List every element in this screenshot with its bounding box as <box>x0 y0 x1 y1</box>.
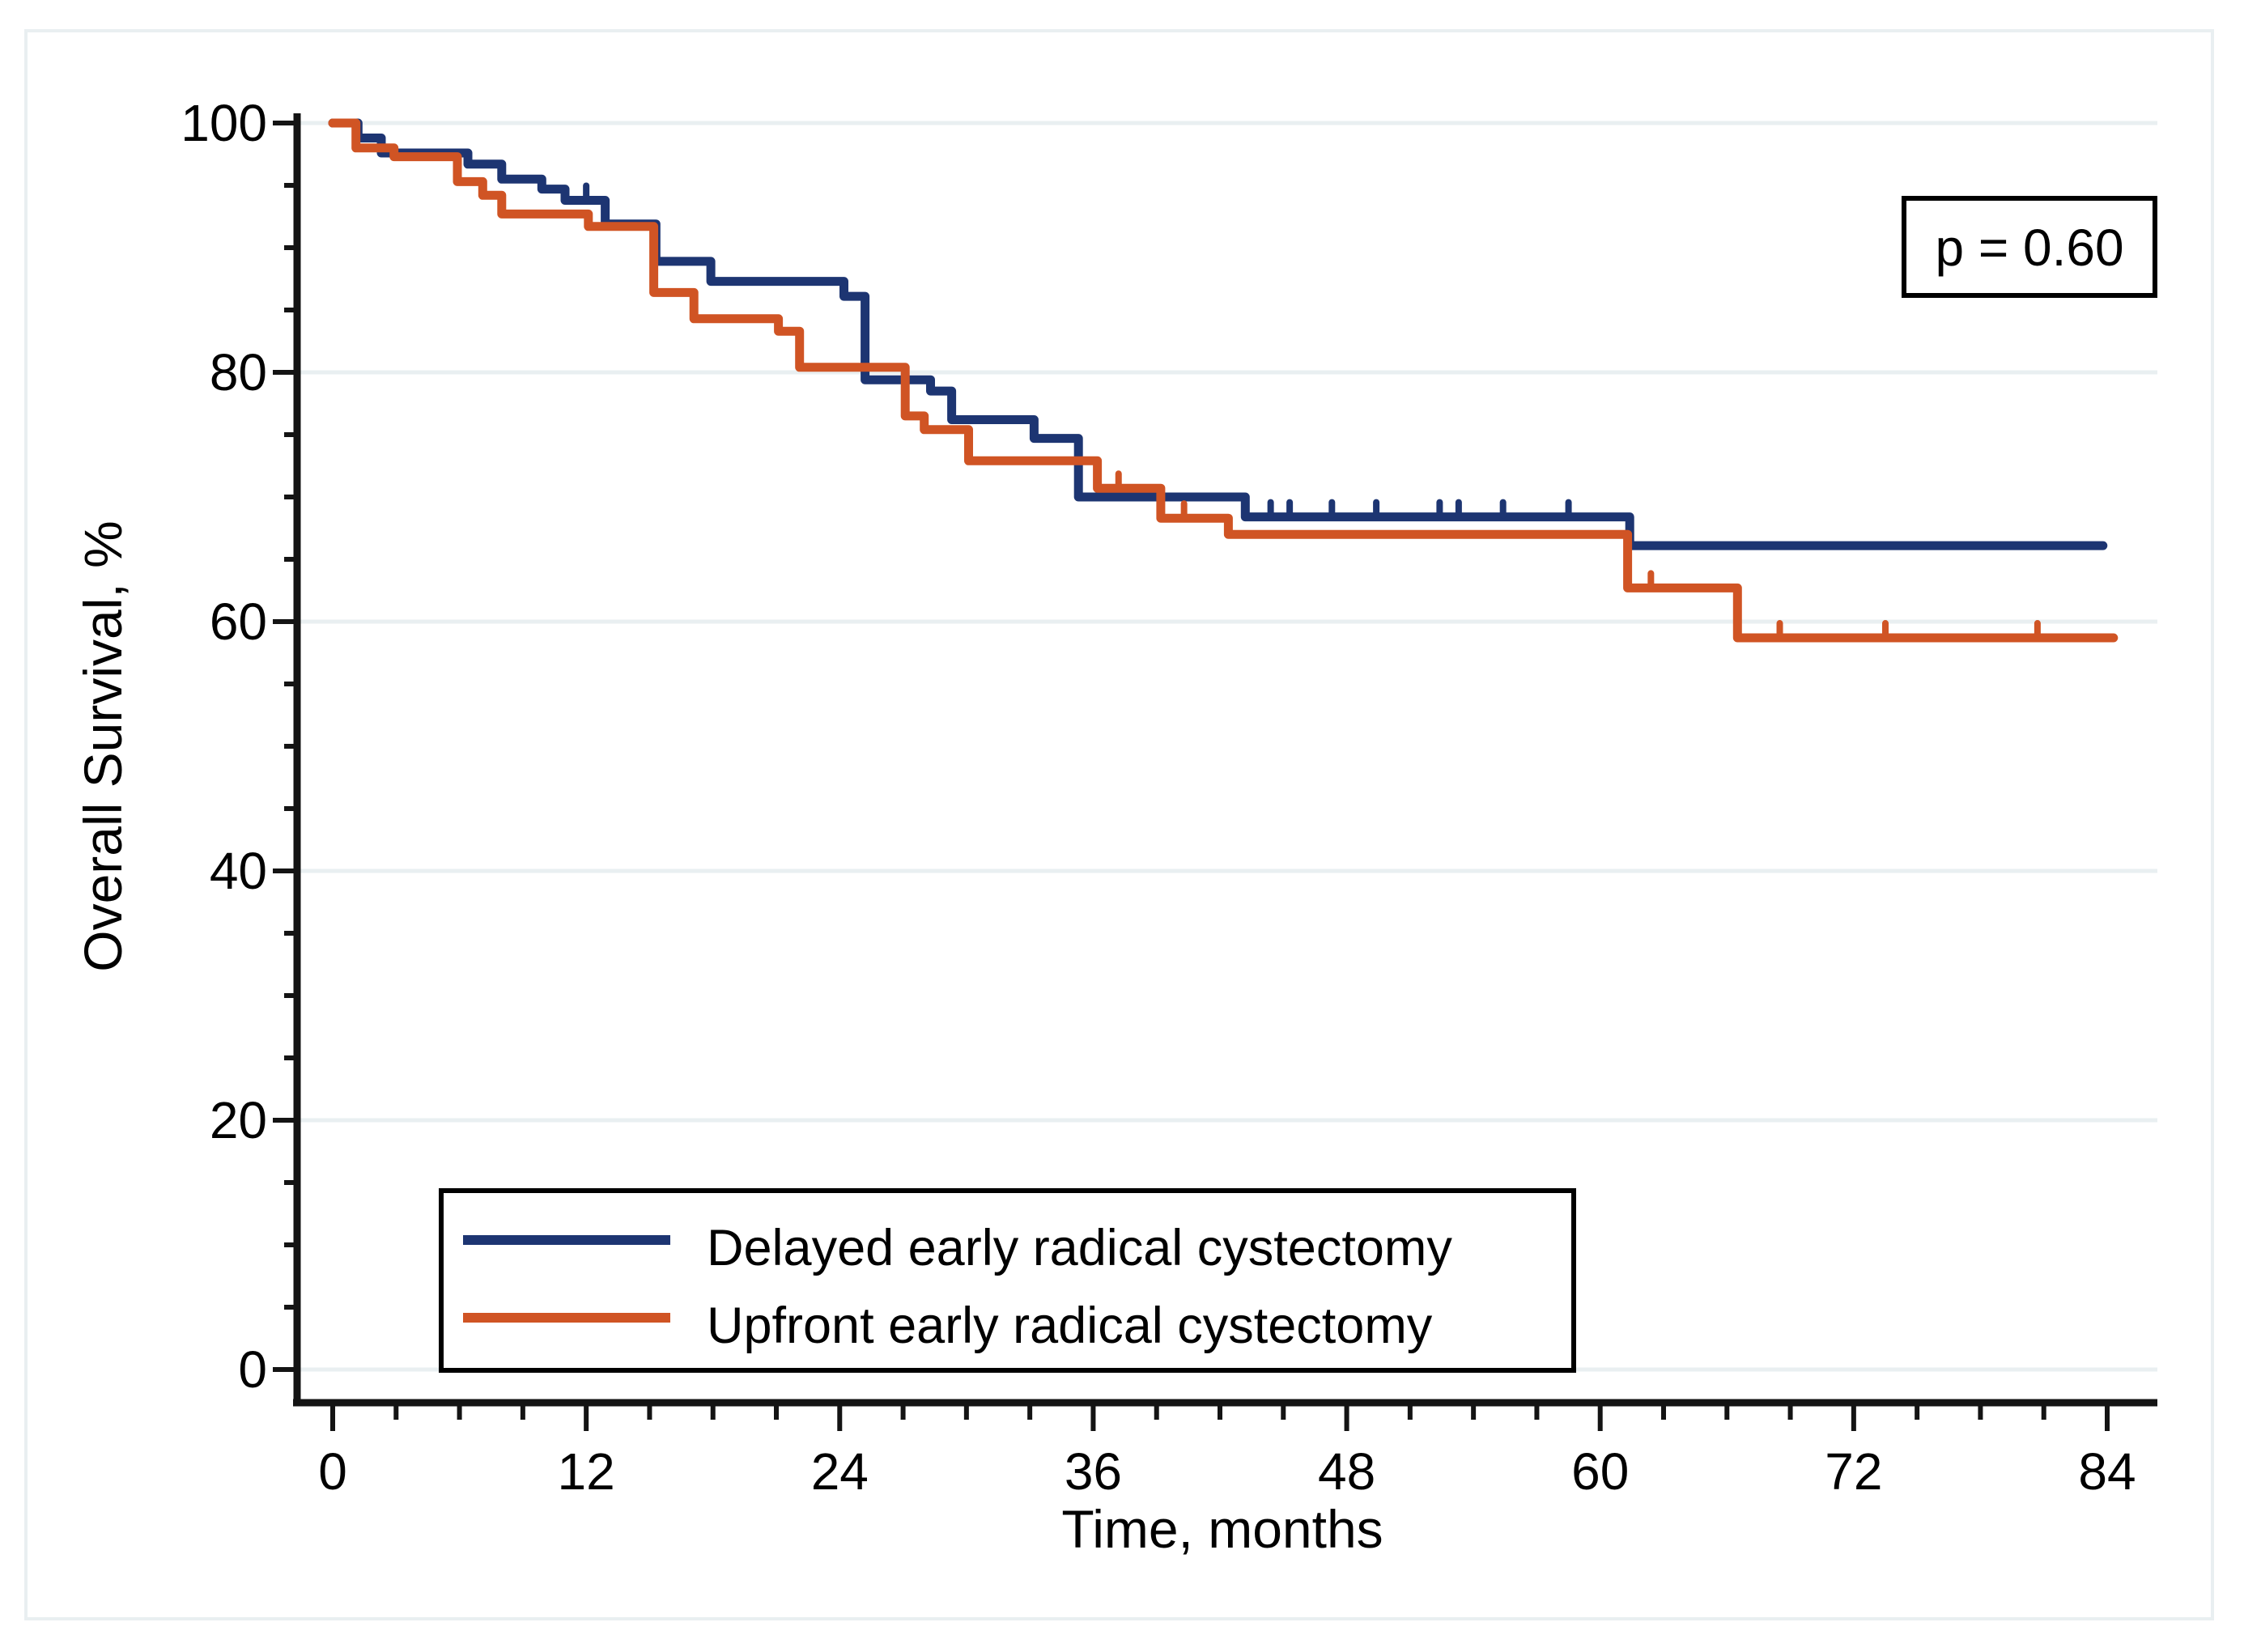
x-tick-label-24: 24 <box>811 1442 869 1501</box>
y-tick-label-100: 100 <box>181 94 267 152</box>
x-tick-label-48: 48 <box>1318 1442 1375 1501</box>
axes-layer <box>273 113 2157 1431</box>
x-tick-label-72: 72 <box>1825 1442 1882 1501</box>
x-tick-label-12: 12 <box>558 1442 615 1501</box>
x-tick-label-84: 84 <box>2078 1442 2136 1501</box>
legend-label-delayed: Delayed early radical cystectomy <box>707 1220 1452 1276</box>
x-axis-title: Time, months <box>1061 1499 1383 1559</box>
y-axis-title: Overall Survival, % <box>73 520 133 972</box>
y-tick-label-20: 20 <box>210 1091 267 1149</box>
y-tick-label-40: 40 <box>210 842 267 900</box>
legend-label-upfront: Upfront early radical cystectomy <box>707 1297 1433 1354</box>
x-tick-label-36: 36 <box>1065 1442 1122 1501</box>
gridlines-layer <box>297 121 2157 1372</box>
y-tick-label-0: 0 <box>238 1340 267 1399</box>
p-value-text: p = 0.60 <box>1935 219 2123 277</box>
survival-curves-layer <box>328 118 2119 643</box>
y-tick-label-80: 80 <box>210 343 267 401</box>
survival-curve-delayed <box>328 118 2108 550</box>
legend-border <box>439 1188 1576 1373</box>
y-tick-labels: 0 20 40 60 80 100 <box>181 94 267 1399</box>
p-value-box: p = 0.60 <box>1902 196 2157 298</box>
x-tick-labels: 0 12 24 36 48 60 72 84 <box>318 1442 2136 1501</box>
p-value-box-border <box>1902 196 2157 298</box>
x-tick-label-60: 60 <box>1571 1442 1629 1501</box>
figure-border <box>24 29 2214 1620</box>
survival-curve-upfront <box>328 118 2119 643</box>
legend: Delayed early radical cystectomy Upfront… <box>439 1188 1576 1373</box>
y-tick-label-60: 60 <box>210 592 267 651</box>
x-tick-label-0: 0 <box>318 1442 347 1501</box>
